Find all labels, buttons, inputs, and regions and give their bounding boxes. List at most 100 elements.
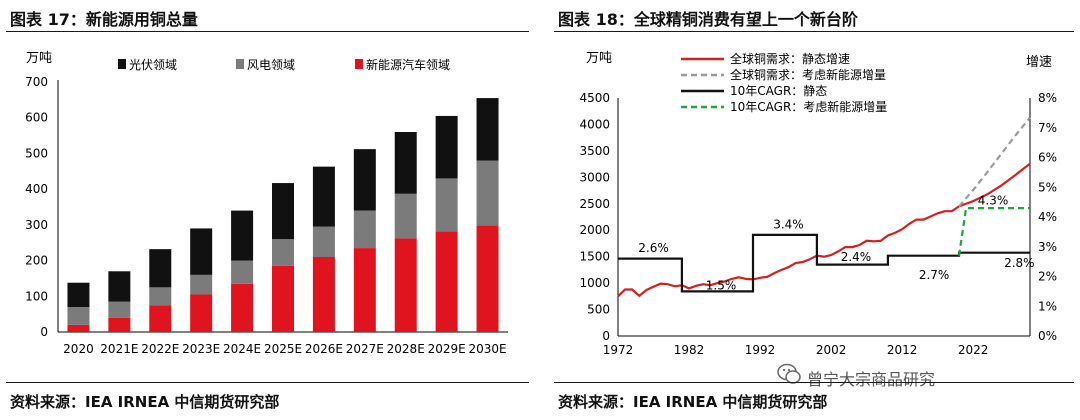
left-x-tick-label: 2029E [428, 342, 466, 356]
left-x-tick-label: 2022E [141, 342, 179, 356]
left-y-tick-label: 400 [25, 182, 48, 196]
left-x-tick-label: 2030E [468, 342, 506, 356]
cagr-annotation: 2.8% [1004, 256, 1035, 270]
right-left-tick-label: 3000 [579, 170, 610, 184]
bar-segment [394, 193, 417, 239]
series-line [958, 116, 1031, 208]
right-x-tick-label: 1972 [603, 343, 634, 357]
right-x-tick-label: 1992 [745, 343, 776, 357]
right-x-tick-label: 2012 [887, 343, 918, 357]
watermark-text: 曾宁大宗商品研究 [807, 370, 936, 389]
right-right-tick-label: 5% [1038, 180, 1057, 194]
legend-swatch [355, 59, 363, 69]
bar-segment [272, 265, 294, 332]
legend-swatch [236, 59, 244, 69]
left-y-tick-label: 0 [40, 325, 48, 339]
left-x-tick-label: 2027E [346, 342, 384, 356]
right-annotations: 2.6% 1.5% 3.4% 2.4% 2.7% 4.3% 2.8% [638, 194, 1034, 293]
legend-label: 10年CAGR：考虑新能源增量 [730, 99, 887, 114]
right-lines [617, 116, 1031, 298]
left-x-tick-label: 2028E [387, 342, 425, 356]
legend-swatch [118, 59, 126, 69]
right-right-tick-label: 6% [1038, 151, 1057, 165]
bar-segment [272, 183, 294, 240]
legend-label: 10年CAGR：静态 [730, 84, 827, 98]
series-line [957, 207, 1030, 256]
right-left-tick-label: 4500 [579, 91, 610, 105]
wechat-icon [777, 363, 801, 384]
left-y-tick-label: 700 [25, 75, 48, 89]
right-source: 资料来源：IEA IRNEA 中信期货研究部 [558, 393, 828, 411]
bar-segment [394, 132, 417, 194]
legend-label: 全球铜需求：考虑新能源增量 [730, 67, 886, 82]
right-left-tick-label: 3500 [579, 144, 610, 158]
left-x-tick-label: 2021E [100, 342, 138, 356]
bar-segment [312, 166, 335, 227]
right-left-tick-label: 2000 [579, 223, 610, 237]
left-x-tick-label: 2025E [264, 342, 302, 356]
bar-segment [108, 317, 131, 332]
right-left-tick-label: 4000 [579, 117, 610, 131]
bar-segment [67, 307, 90, 325]
bar-segment [353, 248, 376, 332]
legend-label: 风电领域 [247, 58, 295, 72]
left-figure: 图表 17：新能源用铜总量 万吨 0 100 200 300 400 500 600 700 20… [0, 0, 535, 420]
bar-segment [67, 324, 90, 332]
right-x-tick-label: 2022 [958, 343, 989, 357]
cagr-annotation: 2.6% [638, 241, 669, 255]
right-x-tick-label: 1982 [674, 343, 705, 357]
left-source: 资料来源：IEA IRNEA 中信期货研究部 [10, 393, 280, 411]
bar-segment [435, 231, 458, 332]
right-right-tick-label: 2% [1038, 270, 1057, 284]
left-y-tick-label: 300 [25, 218, 48, 232]
right-left-axis-unit: 万吨 [586, 51, 612, 66]
left-y-tick-label: 500 [25, 146, 48, 160]
right-axes: 万吨 增速 0 500 1000 1500 2000 2500 3000 3500 4000 4500… [579, 51, 1057, 357]
right-title-rule [554, 31, 1074, 32]
cagr-annotation: 1.5% [706, 278, 737, 292]
bar-segment [231, 283, 254, 332]
bar-segment [190, 274, 213, 295]
bar-segment [394, 238, 417, 332]
cagr-annotation: 2.7% [919, 268, 950, 282]
left-figure-title: 图表 17：新能源用铜总量 [10, 10, 198, 29]
right-figure-title: 图表 18：全球精铜消费有望上一个新台阶 [558, 10, 858, 29]
bar-segment [312, 226, 335, 257]
cagr-annotation: 3.4% [773, 217, 804, 231]
left-x-tick-label: 2020 [63, 342, 94, 356]
left-bars [67, 98, 499, 332]
bar-segment [190, 294, 213, 332]
bar-segment [190, 228, 213, 275]
bar-segment [108, 301, 131, 318]
right-right-tick-label: 3% [1038, 240, 1057, 254]
right-left-tick-label: 500 [587, 303, 610, 317]
left-y-axis-unit: 万吨 [26, 51, 52, 66]
legend-label: 新能源汽车领域 [366, 57, 450, 72]
bar-segment [435, 178, 458, 232]
bar-segment [476, 160, 499, 226]
right-right-tick-label: 0% [1038, 329, 1057, 343]
copper-demand-line-chart: 万吨 增速 0 500 1000 1500 2000 2500 3000 3500 4000 4500… [579, 51, 1057, 357]
bar-segment [67, 282, 90, 307]
left-x-tick-label: 2023E [182, 342, 220, 356]
cagr-annotation: 4.3% [978, 194, 1009, 208]
left-source-rule [6, 382, 529, 383]
left-x-tick-label: 2026E [305, 342, 343, 356]
bar-segment [108, 271, 131, 302]
right-right-tick-label: 8% [1038, 91, 1057, 105]
bar-segment [272, 239, 294, 266]
bar-segment [231, 210, 254, 261]
right-left-tick-label: 2500 [579, 197, 610, 211]
bar-segment [353, 210, 376, 249]
left-title-rule [6, 31, 529, 32]
series-line [617, 162, 1031, 298]
right-left-tick-label: 1000 [579, 276, 610, 290]
bar-segment [312, 257, 335, 332]
right-figure: 图表 18：全球精铜消费有望上一个新台阶 万吨 增速 0 500 1000 1500 200… [548, 0, 1080, 420]
cagr-annotation: 2.4% [841, 250, 872, 264]
left-y-tick-label: 600 [25, 111, 48, 125]
legend-label: 光伏领域 [129, 58, 177, 72]
